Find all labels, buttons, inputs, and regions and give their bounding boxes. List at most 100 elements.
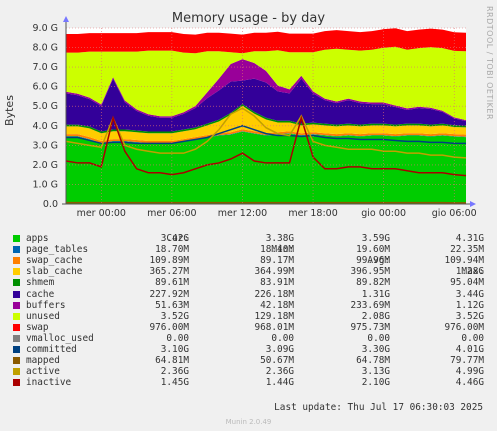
- legend-min-value: 42.18M: [260, 299, 294, 311]
- line-active: [65, 107, 467, 159]
- legend-cur-value: 51.63M: [155, 299, 189, 311]
- legend: Cur: Min: Avg: Max: apps 3.42G 3.38G 3.59G 4…: [13, 222, 484, 388]
- legend-min-value: 968.01M: [254, 321, 294, 333]
- legend-max-value: 4.99G: [455, 366, 484, 378]
- legend-max-value: 4.46G: [455, 377, 484, 389]
- legend-label: shmem: [26, 277, 55, 289]
- legend-min-value: 364.99M: [254, 266, 294, 278]
- legend-max-value: 109.94M: [444, 255, 484, 267]
- area-shmem: [66, 104, 466, 134]
- legend-header-cur: Cur:: [166, 233, 189, 245]
- rrdtool-credit: RRDTOOL / TOBI OETIKER: [485, 6, 494, 121]
- legend-avg-value: 233.69M: [350, 299, 390, 311]
- area-cache: [66, 78, 466, 132]
- legend-cur-value: 109.89M: [149, 255, 189, 267]
- legend-max-value: 0.00: [461, 332, 484, 344]
- y-tick-label: 9.0 G: [33, 23, 59, 34]
- legend-row-apps: apps 3.42G 3.38G 3.59G 4.31G: [13, 233, 484, 244]
- x-tick-labels: mer 00:00 mer 06:00 mer 12:00 mer 18:00 gio …: [77, 208, 477, 219]
- munin-version: Munin 2.0.49: [225, 418, 272, 426]
- legend-label: committed: [26, 344, 77, 356]
- legend-avg-value: 2.10G: [361, 377, 390, 389]
- legend-swatch: [13, 357, 20, 365]
- legend-label: cache: [26, 288, 55, 300]
- legend-label: swap_cache: [26, 255, 83, 267]
- legend-avg-value: 99.96M: [356, 255, 390, 267]
- legend-swatch: [13, 279, 20, 287]
- legend-max-value: 22.35M: [450, 244, 484, 256]
- legend-min-value: 83.91M: [260, 277, 294, 289]
- legend-min-value: 0.00: [271, 332, 294, 344]
- y-tick-label: 2.0 G: [33, 160, 59, 171]
- overlay-lines: [65, 107, 467, 204]
- legend-label: unused: [26, 310, 60, 322]
- legend-label: mapped: [26, 355, 60, 367]
- legend-swatch: [13, 290, 20, 298]
- legend-label: active: [26, 366, 60, 378]
- legend-swatch: [13, 368, 20, 376]
- legend-avg-value: 89.82M: [356, 277, 390, 289]
- area-unused: [66, 46, 466, 121]
- area-swap: [66, 28, 466, 54]
- legend-label: apps: [26, 233, 49, 245]
- legend-label: swap: [26, 321, 49, 333]
- legend-max-value: 79.77M: [450, 355, 484, 367]
- legend-row-swap-cache: swap_cache 109.89M 89.17M 99.96M 109.94M: [13, 255, 484, 266]
- legend-header: Cur: Min: Avg: Max:: [13, 222, 484, 277]
- legend-cur-value: 1.45G: [160, 377, 189, 389]
- legend-avg-value: 3.13G: [361, 366, 390, 378]
- grid-lines: [66, 27, 466, 204]
- legend-min-value: 50.67M: [260, 355, 294, 367]
- y-tick-label: 1.0 G: [33, 179, 59, 190]
- legend-swatch: [13, 379, 20, 387]
- line-committed: [66, 124, 466, 145]
- area-slab-cache: [66, 105, 466, 142]
- legend-swatch: [13, 257, 20, 265]
- y-tick-label: 3.0 G: [33, 140, 59, 151]
- legend-header-min: Min:: [271, 244, 294, 256]
- legend-max-value: 976.00M: [444, 321, 484, 333]
- legend-min-value: 2.36G: [265, 366, 294, 378]
- legend-min-value: 3.09G: [265, 344, 294, 356]
- y-tick-label: 6.0 G: [33, 82, 59, 93]
- legend-avg-value: 19.60M: [356, 244, 390, 256]
- legend-min-value: 18.40M: [260, 244, 294, 256]
- y-tick-labels: 0.0 1.0 G 2.0 G 3.0 G 4.0 G 5.0 G 6.0 G 7.0 G 8.…: [33, 23, 59, 210]
- legend-label: slab_cache: [26, 266, 83, 278]
- legend-max-value: 4.31G: [455, 233, 484, 245]
- y-tick-label: 0.0: [43, 199, 58, 210]
- legend-row-unused: unused 3.52G 129.18M 2.08G 3.52G: [13, 311, 484, 322]
- legend-max-value: 3.52G: [455, 310, 484, 322]
- y-tick-label: 8.0 G: [33, 43, 59, 54]
- legend-swatch: [13, 323, 20, 331]
- legend-cur-value: 0.00: [166, 332, 189, 344]
- legend-avg-value: 3.30G: [361, 344, 390, 356]
- y-tick-label: 4.0 G: [33, 121, 59, 132]
- legend-min-value: 129.18M: [254, 310, 294, 322]
- x-tick-label: mer 12:00: [218, 208, 267, 219]
- legend-row-slab-cache: slab_cache 365.27M 364.99M 396.95M 1.28G: [13, 266, 484, 277]
- x-tick-label: gio 06:00: [432, 208, 477, 219]
- y-tick-label: 5.0 G: [33, 101, 59, 112]
- legend-cur-value: 2.36G: [160, 366, 189, 378]
- chart-title: Memory usage - by day: [171, 11, 326, 26]
- legend-max-value: 1.12G: [455, 299, 484, 311]
- legend-min-value: 3.38G: [265, 233, 294, 245]
- legend-row-vmalloc-used: vmalloc_used 0.00 0.00 0.00 0.00: [13, 333, 484, 344]
- legend-cur-value: 976.00M: [149, 321, 189, 333]
- legend-min-value: 89.17M: [260, 255, 294, 267]
- legend-avg-value: 2.08G: [361, 310, 390, 322]
- legend-swatch: [13, 346, 20, 354]
- legend-avg-value: 3.59G: [361, 233, 390, 245]
- legend-header-avg: Avg:: [367, 255, 390, 267]
- legend-avg-value: 396.95M: [350, 266, 390, 278]
- legend-row-committed: committed 3.10G 3.09G 3.30G 4.01G: [13, 344, 484, 355]
- legend-max-value: 3.44G: [455, 288, 484, 300]
- legend-row-shmem: shmem 89.61M 83.91M 89.82M 95.04M: [13, 277, 484, 288]
- legend-row-inactive: inactive 1.45G 1.44G 2.10G 4.46G: [13, 377, 484, 388]
- legend-min-value: 226.18M: [254, 288, 294, 300]
- x-tick-label: mer 00:00: [77, 208, 126, 219]
- legend-row-cache: cache 227.92M 226.18M 1.31G 3.44G: [13, 289, 484, 300]
- legend-swatch: [13, 235, 20, 243]
